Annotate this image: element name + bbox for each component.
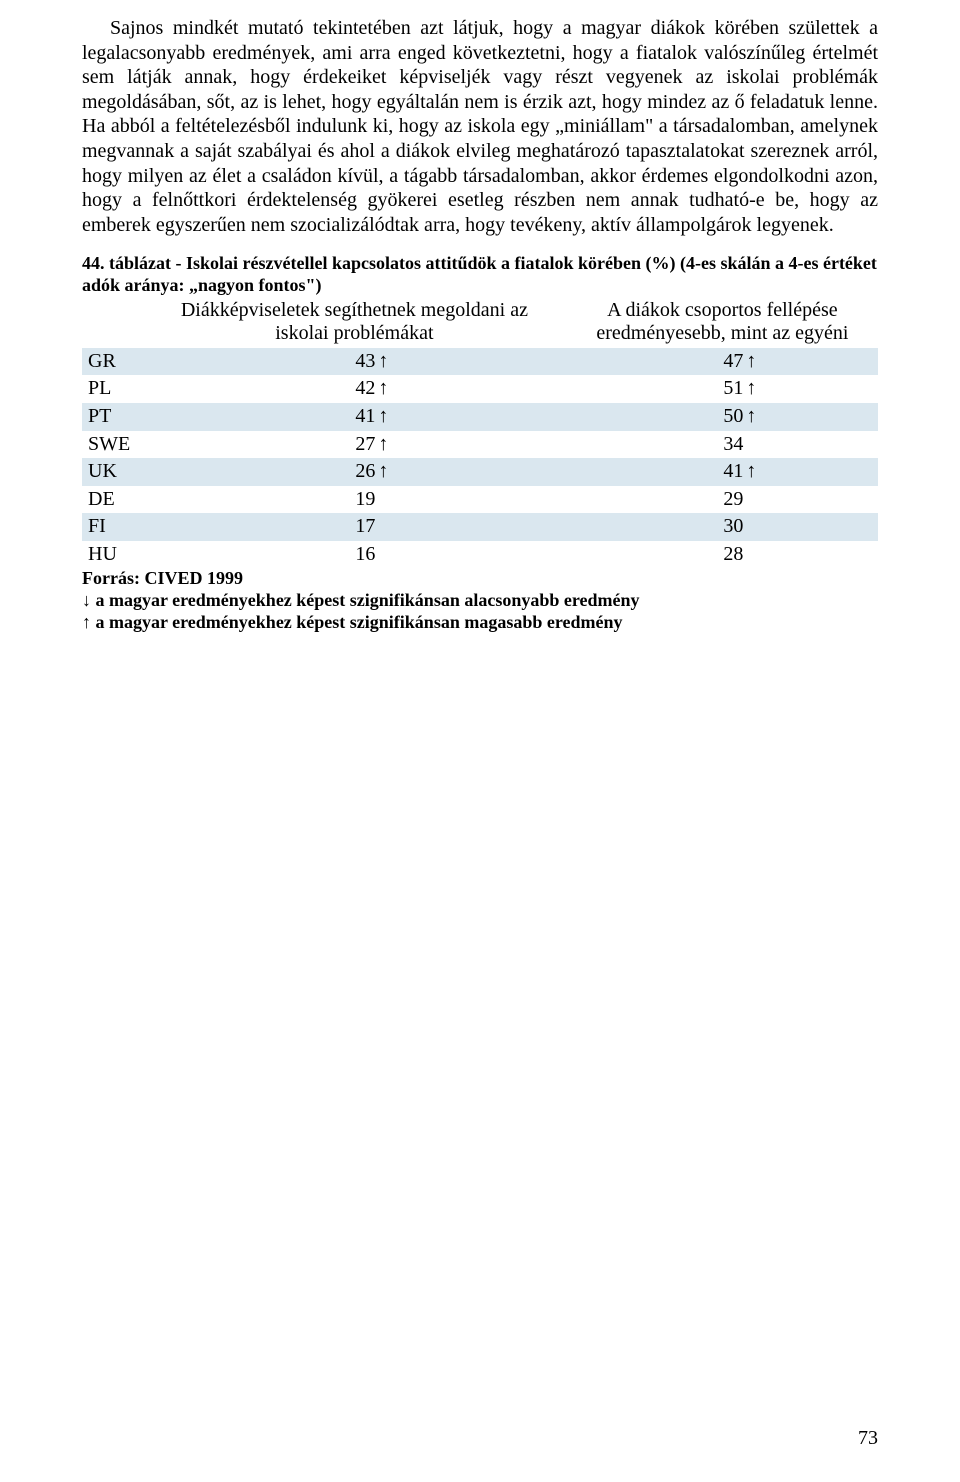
value-cell-2: 28 <box>567 541 878 569</box>
source-line1: Forrás: CIVED 1999 <box>82 568 878 590</box>
country-cell: SWE <box>82 431 142 459</box>
value-cell-2: 50↑ <box>567 403 878 431</box>
data-table: Diákképviseletek segíthetnek megoldani a… <box>82 297 878 569</box>
value-cell-2: 47↑ <box>567 348 878 376</box>
page-number: 73 <box>858 1427 878 1450</box>
value-cell-1: 26↑ <box>142 458 567 486</box>
source-line3: ↑ a magyar eredményekhez képest szignifi… <box>82 612 878 634</box>
table-row: FI1730 <box>82 513 878 541</box>
value-cell-2: 41↑ <box>567 458 878 486</box>
source-line2: ↓ a magyar eredményekhez képest szignifi… <box>82 590 878 612</box>
country-cell: PT <box>82 403 142 431</box>
table-caption: 44. táblázat - Iskolai részvétellel kapc… <box>82 253 878 296</box>
value-cell-1: 42↑ <box>142 375 567 403</box>
table-row: PL42↑51↑ <box>82 375 878 403</box>
header-col2: A diákok csoportos fellépése eredményese… <box>567 297 878 348</box>
source-block: Forrás: CIVED 1999 ↓ a magyar eredmények… <box>82 568 878 634</box>
country-cell: DE <box>82 486 142 514</box>
value-cell-1: 17 <box>142 513 567 541</box>
header-col1-line1: Diákképviseletek segíthetnek megoldani a… <box>181 299 528 321</box>
table-row: GR43↑47↑ <box>82 348 878 376</box>
country-cell: UK <box>82 458 142 486</box>
body-paragraph: Sajnos mindkét mutató tekintetében azt l… <box>82 16 878 237</box>
header-col2-line1: A diákok csoportos fellépése <box>607 299 838 321</box>
table-row: HU1628 <box>82 541 878 569</box>
country-cell: PL <box>82 375 142 403</box>
country-cell: HU <box>82 541 142 569</box>
country-cell: FI <box>82 513 142 541</box>
value-cell-2: 30 <box>567 513 878 541</box>
value-cell-2: 29 <box>567 486 878 514</box>
value-cell-2: 51↑ <box>567 375 878 403</box>
table-row: SWE27↑34 <box>82 431 878 459</box>
value-cell-1: 41↑ <box>142 403 567 431</box>
value-cell-1: 27↑ <box>142 431 567 459</box>
table-row: PT41↑50↑ <box>82 403 878 431</box>
table-header-row: Diákképviseletek segíthetnek megoldani a… <box>82 297 878 348</box>
country-cell: GR <box>82 348 142 376</box>
value-cell-1: 43↑ <box>142 348 567 376</box>
table-row: UK26↑41↑ <box>82 458 878 486</box>
header-col1-line2: iskolai problémákat <box>275 322 433 344</box>
table-row: DE1929 <box>82 486 878 514</box>
value-cell-2: 34 <box>567 431 878 459</box>
header-empty <box>82 297 142 348</box>
header-col2-line2: eredményesebb, mint az egyéni <box>596 322 848 344</box>
header-col1: Diákképviseletek segíthetnek megoldani a… <box>142 297 567 348</box>
value-cell-1: 19 <box>142 486 567 514</box>
value-cell-1: 16 <box>142 541 567 569</box>
